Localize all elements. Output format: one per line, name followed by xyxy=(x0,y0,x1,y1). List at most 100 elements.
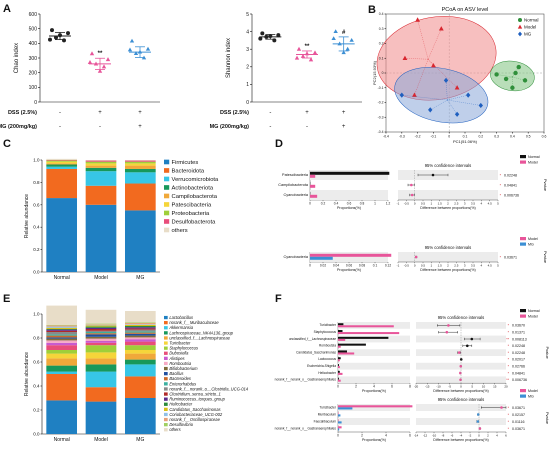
significance-marker: ** xyxy=(305,44,310,50)
proportion-bar xyxy=(338,337,388,339)
data-point xyxy=(333,29,337,33)
taxon-label: Campilobacterota xyxy=(278,183,309,187)
taxon-label: norank_f__norank_o__Gastranaerophilales xyxy=(275,426,337,430)
bar-segment xyxy=(46,334,77,335)
row-band xyxy=(338,418,410,425)
legend-label: Model xyxy=(528,315,538,319)
proportion-bar xyxy=(310,175,315,178)
significance-marker: # xyxy=(342,30,346,36)
y-tick-label: 4 xyxy=(246,29,249,35)
legend-swatch xyxy=(164,418,168,421)
proportion-bar xyxy=(338,426,342,428)
legend-swatch xyxy=(164,326,168,329)
bar-segment xyxy=(46,345,77,350)
left-tick-label: 1 xyxy=(374,202,376,206)
difference-point xyxy=(446,331,449,334)
data-point xyxy=(297,47,301,51)
bar-segment xyxy=(86,345,117,352)
legend-swatch xyxy=(164,423,168,426)
legend-swatch xyxy=(164,387,168,390)
y-tick-label: 500 xyxy=(29,26,38,32)
right-tick-label: -0.5 xyxy=(404,202,410,206)
row-band xyxy=(338,376,410,383)
y-tick-label: -0.1 xyxy=(378,86,384,90)
y-tick-label: 0.4 xyxy=(379,12,384,16)
treatment-value: + xyxy=(342,124,346,130)
left-tick-label: 0.4 xyxy=(334,202,339,206)
proportion-bar xyxy=(338,346,341,348)
treatment-value: - xyxy=(59,110,61,116)
proportion-bar xyxy=(338,373,343,375)
legend-swatch xyxy=(164,398,168,401)
bar-segment xyxy=(125,166,156,169)
proportion-bar xyxy=(338,359,340,361)
treatment-label: MG (200mg/kg) xyxy=(0,124,37,130)
data-point xyxy=(48,38,52,42)
y-tick-label: 100 xyxy=(29,85,38,91)
treatment-value: - xyxy=(306,124,308,130)
data-point xyxy=(260,31,264,35)
data-point xyxy=(66,31,70,35)
p-value: 0.04841 xyxy=(512,371,525,375)
bar-segment xyxy=(86,332,117,333)
bar-segment xyxy=(86,358,117,364)
data-point xyxy=(345,47,349,51)
bar-segment xyxy=(86,310,117,324)
data-point xyxy=(313,50,317,54)
significance-marker: * xyxy=(508,406,510,410)
bar-segment xyxy=(46,339,77,341)
y-tick-label: 0.8 xyxy=(33,180,40,185)
bar-segment xyxy=(46,161,77,162)
bar-segment xyxy=(125,327,156,328)
right-tick-label: 4 xyxy=(480,264,482,268)
proportion-bar xyxy=(338,407,352,409)
p-value: 0.03670 xyxy=(512,324,525,328)
difference-point xyxy=(500,406,503,409)
bar-segment xyxy=(46,337,77,338)
legend-swatch xyxy=(164,321,168,324)
legend-label: Bacteroidota xyxy=(172,169,205,175)
data-point xyxy=(517,65,521,69)
data-point xyxy=(295,56,299,60)
x-tick-label: 0.4 xyxy=(510,135,515,139)
left-tick-label: 0.08 xyxy=(359,264,365,268)
proportion-bar xyxy=(338,332,399,334)
data-point xyxy=(349,38,353,42)
legend-label: Proteobacteria xyxy=(172,211,210,217)
y-tick-label: 0.1 xyxy=(379,56,384,60)
data-point xyxy=(50,28,54,32)
row-band xyxy=(398,252,498,262)
left-tick-label: 0 xyxy=(309,202,311,206)
proportion-bar xyxy=(310,185,315,188)
right-tick-label: 2.5 xyxy=(454,202,459,206)
legend-label: others xyxy=(172,228,188,234)
treatment-value: + xyxy=(138,124,142,130)
data-point xyxy=(106,57,110,61)
bar-segment xyxy=(46,159,77,160)
right-tick-label: -5 xyxy=(448,385,451,389)
y-tick-label: 0 xyxy=(34,100,37,106)
legend-swatch xyxy=(164,336,168,339)
bar-segment xyxy=(125,330,156,332)
difference-point xyxy=(432,174,435,177)
legend-swatch xyxy=(164,228,169,233)
data-point xyxy=(88,60,92,64)
difference-point xyxy=(411,194,414,197)
legend-swatch xyxy=(164,382,168,385)
taxon-label: Lactococcus xyxy=(318,357,336,361)
bar-segment xyxy=(86,341,117,343)
legend-swatch xyxy=(164,362,168,365)
bar-segment xyxy=(125,339,156,341)
y-tick-label: 1.0 xyxy=(33,158,40,163)
treatment-value: - xyxy=(269,110,271,116)
right-tick-label: 1.5 xyxy=(438,264,443,268)
y-axis-label: Relative abundance xyxy=(24,352,30,396)
significance-marker: * xyxy=(508,344,510,348)
proportion-bar xyxy=(338,428,339,430)
bar-segment xyxy=(46,306,77,325)
right-tick-label: 4 xyxy=(480,202,482,206)
bar-segment xyxy=(86,325,117,326)
x-tick-label: -0.3 xyxy=(399,135,405,139)
